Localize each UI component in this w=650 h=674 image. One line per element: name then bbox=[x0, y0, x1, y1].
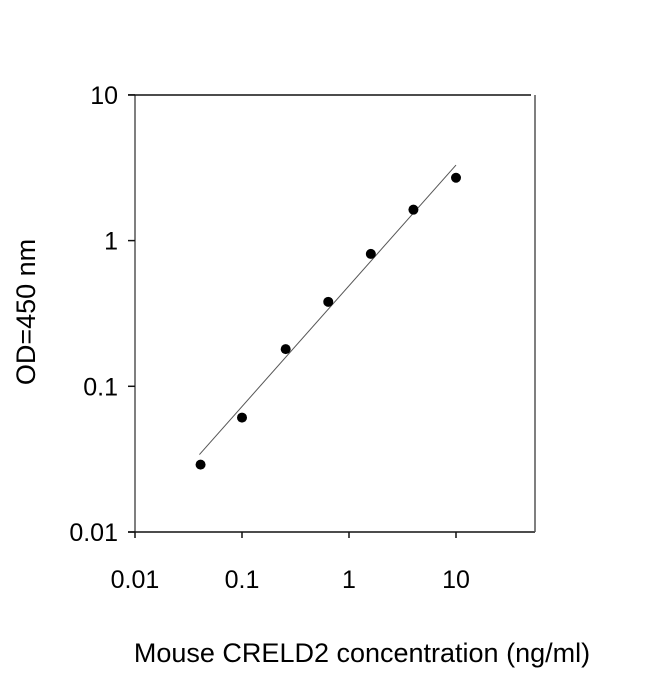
data-point bbox=[408, 204, 419, 215]
y-ticks: 0.01 0.1 1 10 bbox=[69, 82, 135, 547]
y-tick-label: 10 bbox=[90, 82, 118, 110]
data-markers bbox=[195, 172, 461, 470]
data-point bbox=[451, 172, 461, 183]
x-axis-title: Mouse CRELD2 concentration (ng/ml) bbox=[134, 638, 590, 668]
x-tick-label: 0.01 bbox=[111, 566, 160, 594]
x-tick-label: 0.1 bbox=[225, 566, 260, 594]
data-point bbox=[365, 248, 376, 259]
y-axis-title: OD=450 nm bbox=[11, 239, 41, 385]
x-tick-label: 1 bbox=[342, 566, 356, 594]
data-point bbox=[323, 296, 334, 307]
y-tick-label: 1 bbox=[104, 228, 118, 256]
data-point bbox=[237, 412, 247, 423]
y-tick-label: 0.1 bbox=[83, 373, 118, 401]
plot-frame bbox=[128, 94, 536, 533]
x-tick-label: 10 bbox=[442, 566, 470, 594]
y-tick-label: 0.01 bbox=[69, 519, 118, 547]
data-point bbox=[195, 459, 206, 470]
x-ticks: 0.01 0.1 1 10 bbox=[111, 532, 470, 594]
data-point bbox=[280, 344, 291, 355]
